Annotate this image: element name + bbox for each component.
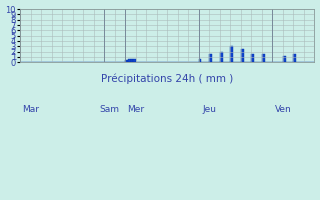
Bar bbox=[283, 56, 285, 62]
Bar bbox=[293, 54, 296, 62]
Bar bbox=[125, 60, 128, 62]
Text: Jeu: Jeu bbox=[202, 105, 216, 114]
Text: Sam: Sam bbox=[100, 105, 120, 114]
Bar bbox=[209, 54, 212, 62]
Bar bbox=[133, 59, 136, 62]
Text: Mar: Mar bbox=[22, 105, 39, 114]
Bar bbox=[230, 46, 233, 62]
Text: Mer: Mer bbox=[127, 105, 144, 114]
Bar bbox=[220, 52, 222, 62]
X-axis label: Précipitations 24h ( mm ): Précipitations 24h ( mm ) bbox=[101, 73, 234, 84]
Bar bbox=[252, 54, 254, 62]
Bar bbox=[128, 59, 131, 62]
Bar bbox=[241, 49, 244, 62]
Bar bbox=[199, 59, 202, 62]
Bar bbox=[262, 54, 265, 62]
Bar bbox=[131, 59, 133, 62]
Text: Ven: Ven bbox=[275, 105, 291, 114]
